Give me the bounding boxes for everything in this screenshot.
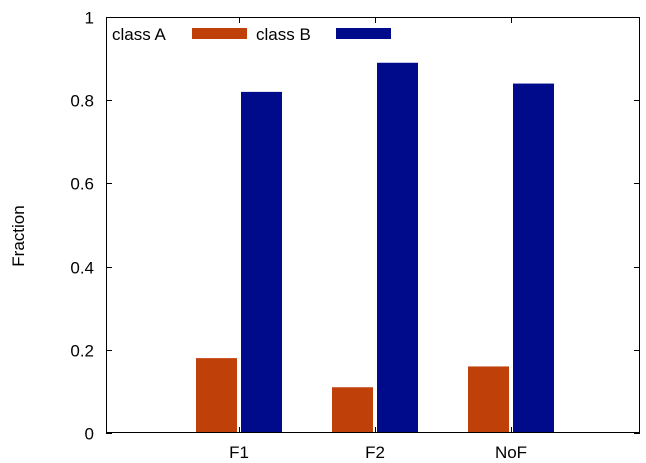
y-tick-label: 0.4 [70,259,94,278]
legend-label-class-b: class B [256,25,311,44]
y-tick-label: 0.8 [70,92,94,111]
y-tick-label: 1 [85,9,94,28]
y-tick-label: 0 [85,425,94,444]
y-tick-label: 0.6 [70,175,94,194]
bar-class-b-f2 [377,62,418,433]
bar-class-a-nof [468,366,509,433]
bar-class-b-f1 [241,91,282,433]
bars [196,62,554,433]
y-axis-label: Fraction [9,205,28,266]
y-axis-ticks: 0 0.2 0.4 0.6 0.8 1 [70,9,640,444]
bar-class-b-nof [513,83,554,433]
y-tick-label: 0.2 [70,342,94,361]
bar-class-a-f2 [332,387,373,433]
x-tick-label: F2 [365,443,385,462]
legend-label-class-a: class A [112,25,167,44]
plot-frame [106,17,640,433]
legend-swatch-class-a [192,28,247,39]
x-axis-ticks: F1 F2 NoF [229,17,527,462]
x-tick-label: NoF [495,443,527,462]
legend-swatch-class-b [336,28,391,39]
bar-class-a-f1 [196,358,237,433]
legend: class A class B [112,25,391,44]
x-tick-label: F1 [229,443,249,462]
